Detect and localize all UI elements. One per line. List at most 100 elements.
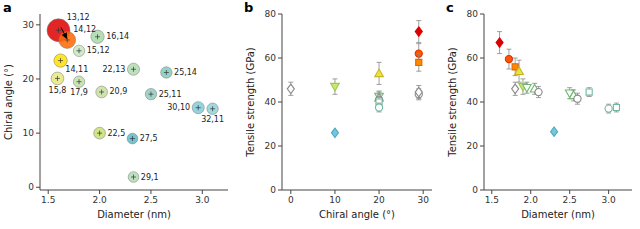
bubble bbox=[128, 172, 139, 183]
annotation: 27,5 bbox=[140, 134, 158, 143]
x-tick bbox=[423, 190, 424, 194]
y-axis-line bbox=[40, 14, 41, 190]
bubble bbox=[94, 127, 106, 139]
figure: 1.5 2.0 2.5 3.0 0 10 20 30 Diameter (nm) Chiral a… bbox=[0, 0, 640, 229]
annotation: 25,14 bbox=[174, 68, 197, 77]
x-tick bbox=[569, 190, 570, 194]
annotation: 13,12 bbox=[67, 13, 90, 22]
x-tick bbox=[379, 190, 380, 194]
x-axis-label: Chiral angle (°) bbox=[319, 209, 395, 220]
x-tick-label: 20 bbox=[373, 195, 385, 205]
crosshair bbox=[77, 79, 82, 84]
panel-title: b bbox=[244, 0, 253, 15]
annotation: 22,5 bbox=[107, 129, 125, 138]
error-bar bbox=[614, 103, 619, 112]
x-tick-label: 2.5 bbox=[144, 195, 158, 205]
bubble bbox=[161, 67, 172, 78]
y-tick bbox=[278, 190, 282, 191]
crosshair bbox=[77, 48, 82, 53]
annotation: 15,12 bbox=[87, 46, 110, 55]
x-tick-label: 2.5 bbox=[563, 195, 577, 205]
panel-title: a bbox=[3, 0, 12, 15]
crosshair bbox=[95, 34, 100, 39]
crosshair bbox=[131, 175, 136, 180]
x-tick bbox=[530, 190, 531, 194]
bubble bbox=[73, 45, 84, 56]
annotation: 25,11 bbox=[159, 90, 182, 99]
crosshair bbox=[164, 70, 169, 75]
y-axis-label: Chiral angle (°) bbox=[3, 64, 14, 140]
x-tick bbox=[608, 190, 609, 194]
point bbox=[515, 67, 524, 75]
y-tick bbox=[278, 102, 282, 103]
point bbox=[512, 84, 519, 93]
y-tick-label: 40 bbox=[265, 97, 277, 107]
y-tick-label: 0 bbox=[28, 182, 34, 192]
panel-a: 1.5 2.0 2.5 3.0 0 10 20 30 Diameter (nm) Chiral a… bbox=[3, 0, 228, 220]
x-tick-label: 1.5 bbox=[485, 195, 499, 205]
annotation: 17,9 bbox=[70, 88, 88, 97]
point bbox=[505, 56, 512, 63]
point bbox=[331, 128, 338, 137]
y-tick bbox=[278, 146, 282, 147]
bubble bbox=[207, 103, 218, 114]
x-axis-line bbox=[484, 190, 632, 191]
bubble bbox=[59, 32, 76, 49]
y-tick-label: 60 bbox=[265, 53, 277, 63]
y-axis-label: Tensile strength (GPa) bbox=[245, 47, 256, 158]
point bbox=[535, 88, 542, 95]
crosshair bbox=[99, 89, 104, 94]
x-axis-label: Diameter (nm) bbox=[97, 209, 171, 220]
bubble bbox=[96, 86, 108, 98]
x-tick-label: 1.5 bbox=[41, 195, 55, 205]
crosshair bbox=[55, 76, 60, 81]
y-tick-label: 0 bbox=[270, 185, 276, 195]
bubble bbox=[51, 72, 64, 85]
x-tick-label: 3.0 bbox=[195, 195, 210, 205]
x-tick bbox=[290, 190, 291, 194]
crosshair bbox=[58, 58, 63, 63]
y-tick-label: 20 bbox=[23, 74, 35, 84]
y-tick bbox=[480, 146, 484, 147]
crosshair bbox=[65, 37, 70, 42]
annotation: 15,8 bbox=[49, 86, 67, 95]
y-axis-label: Tensile strength (GPa) bbox=[447, 47, 458, 158]
plot-area bbox=[47, 19, 218, 183]
point bbox=[574, 95, 581, 102]
x-tick bbox=[48, 190, 49, 194]
y-tick bbox=[36, 187, 40, 188]
y-tick bbox=[36, 133, 40, 134]
bubble bbox=[127, 63, 139, 75]
panel-b: 0102030020406080Chiral angle (°)Tensile … bbox=[244, 0, 432, 220]
crosshair bbox=[56, 28, 61, 33]
point bbox=[613, 104, 619, 110]
point bbox=[375, 104, 382, 111]
y-tick bbox=[480, 102, 484, 103]
y-tick-label: 20 bbox=[467, 141, 479, 151]
bubble bbox=[192, 102, 204, 114]
bubble bbox=[47, 19, 70, 42]
panel-title: c bbox=[446, 0, 454, 15]
crosshair bbox=[97, 131, 102, 136]
y-tick bbox=[480, 14, 484, 15]
x-axis-line bbox=[40, 190, 228, 191]
crosshair bbox=[131, 67, 136, 72]
x-tick bbox=[202, 190, 203, 194]
y-tick-label: 10 bbox=[23, 128, 35, 138]
point bbox=[415, 87, 422, 96]
annotation: 16,14 bbox=[106, 32, 129, 41]
y-tick-label: 60 bbox=[467, 53, 479, 63]
x-tick-label: 2.0 bbox=[92, 195, 107, 205]
crosshair bbox=[210, 106, 215, 111]
y-tick-label: 80 bbox=[467, 9, 479, 19]
panel-c: 1.52.02.53.0020406080Diameter (nm)Tensil… bbox=[446, 0, 632, 220]
point bbox=[605, 105, 612, 112]
y-tick-label: 30 bbox=[23, 20, 35, 30]
point bbox=[287, 84, 294, 93]
bubble bbox=[73, 76, 84, 87]
point bbox=[496, 38, 503, 47]
x-axis-line bbox=[282, 190, 432, 191]
y-tick-label: 80 bbox=[265, 9, 277, 19]
error-bar bbox=[416, 54, 421, 72]
bubble bbox=[145, 88, 156, 99]
